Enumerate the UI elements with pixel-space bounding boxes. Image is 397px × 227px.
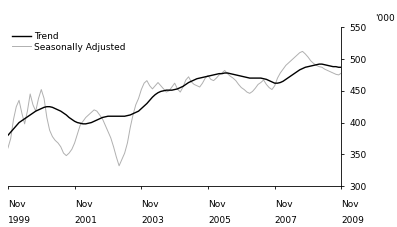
Text: Nov: Nov [75, 200, 92, 209]
Text: '000: '000 [375, 14, 395, 23]
Text: 2005: 2005 [208, 216, 231, 225]
Text: 1999: 1999 [8, 216, 31, 225]
Text: 2009: 2009 [341, 216, 364, 225]
Text: 2001: 2001 [75, 216, 98, 225]
Legend: Trend, Seasonally Adjusted: Trend, Seasonally Adjusted [12, 32, 125, 52]
Text: 2007: 2007 [275, 216, 298, 225]
Text: Nov: Nov [275, 200, 292, 209]
Text: Nov: Nov [341, 200, 359, 209]
Text: Nov: Nov [141, 200, 159, 209]
Text: Nov: Nov [8, 200, 25, 209]
Text: Nov: Nov [208, 200, 225, 209]
Text: 2003: 2003 [141, 216, 164, 225]
